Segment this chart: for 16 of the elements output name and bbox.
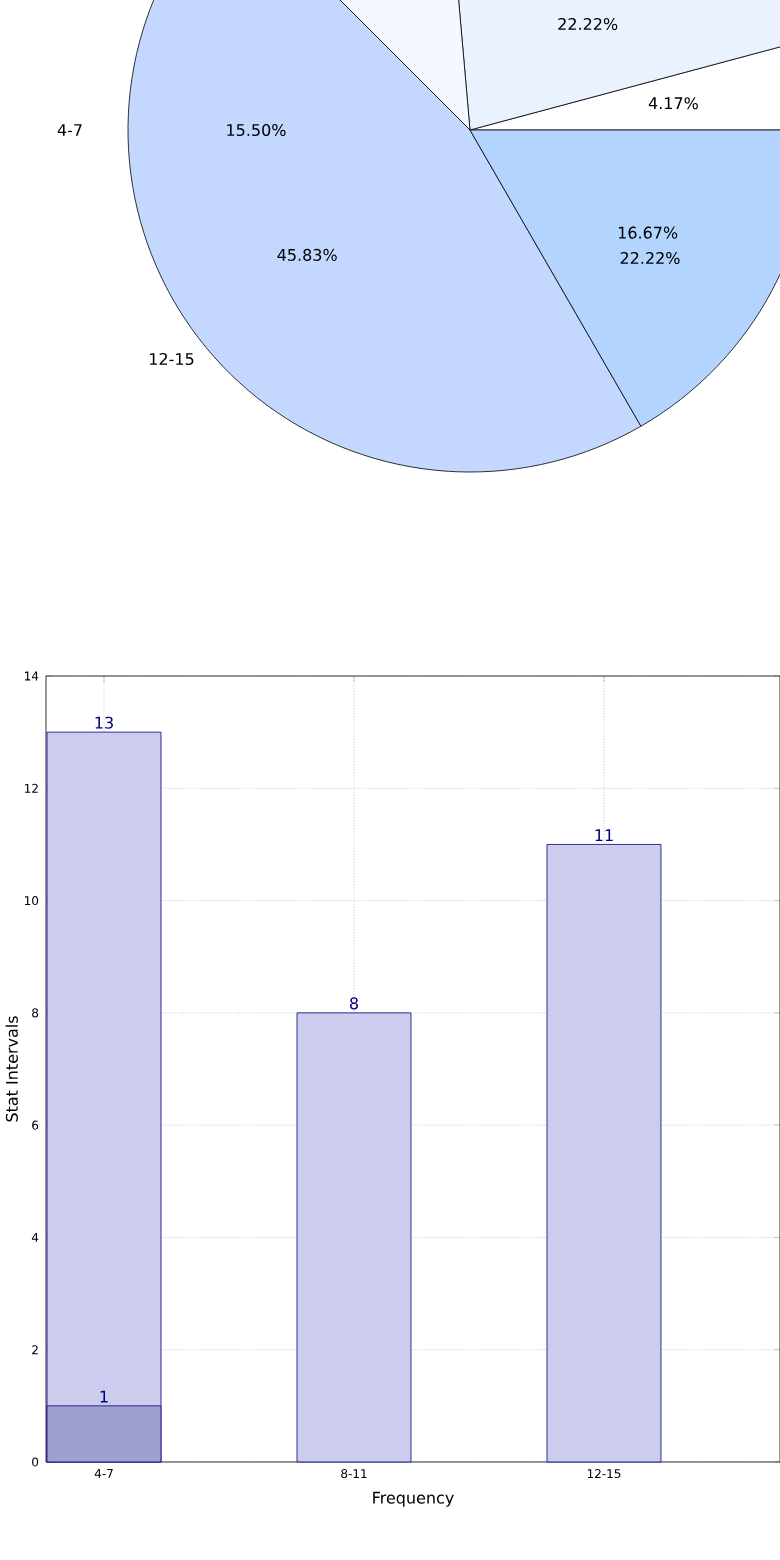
data-label: 11 — [595, 829, 613, 842]
bar — [546, 844, 662, 1463]
data-label: 1 — [100, 1390, 108, 1403]
data-label: 4.17% — [648, 97, 698, 110]
bar — [296, 1012, 412, 1463]
text: 15.50% — [227, 123, 286, 137]
data-label: 45.83% — [277, 248, 337, 261]
data-label: 8 — [350, 997, 358, 1010]
x-axis-title: Frequency — [373, 1491, 454, 1507]
text: 4-7 — [57, 124, 82, 136]
slice-label: 12-15 — [150, 352, 194, 366]
text: 22.22% — [620, 251, 680, 265]
y-axis-title: Stat Intervals — [5, 1016, 18, 1122]
data-label: 13 — [95, 716, 113, 729]
data-label: 22.22% — [558, 17, 618, 31]
data-label: 16.67% — [618, 226, 678, 239]
